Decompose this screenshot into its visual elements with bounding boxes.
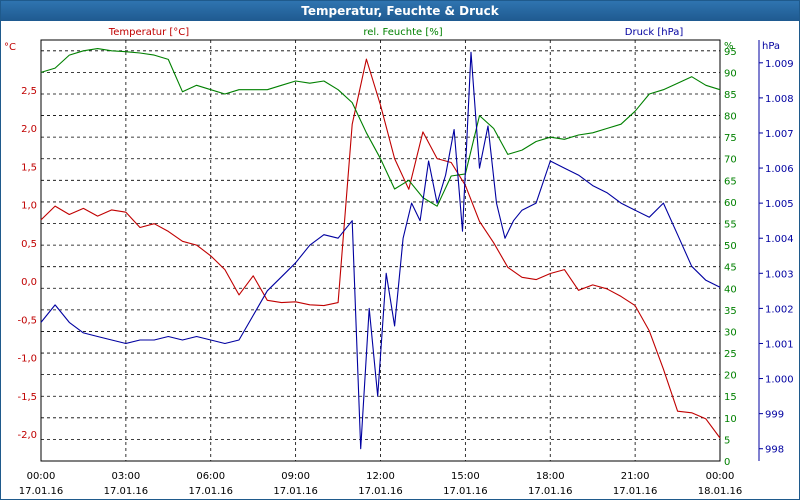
temperature-tick-label: -1,0 [17,354,37,365]
pressure-tick-label: 1.003 [765,269,794,280]
humidity-tick-label: 85 [724,90,737,101]
pressure-tick-label: 1.000 [765,375,794,386]
pressure-tick-label: 998 [765,445,784,456]
humidity-unit-label: % [724,41,734,52]
pressure-tick-label: 1.004 [765,234,794,245]
temperature-tick-label: 2,5 [21,86,37,97]
pressure-tick-label: 1.006 [765,164,794,175]
humidity-tick-label: 65 [724,176,737,187]
humidity-tick-label: 55 [724,220,737,231]
x-tick-time: 21:00 [621,471,650,482]
humidity-line [40,48,721,207]
x-tick-date: 17.01.16 [528,486,573,497]
pressure-axis-label: Druck [hPa] [625,27,684,38]
humidity-tick-label: 10 [724,414,737,425]
temperature-axis-label: Temperatur [°C] [108,27,189,38]
plot-area [40,39,721,462]
temperature-tick-label: 0,5 [21,239,37,250]
x-tick-time: 12:00 [366,471,395,482]
axis-labels: Temperatur [°C] rel. Feuchte [%] Druck [… [4,27,780,53]
series-lines [40,48,721,450]
grid-lines [41,40,720,461]
x-tick-date: 17.01.16 [443,486,488,497]
x-tick-date: 17.01.16 [613,486,658,497]
x-tick-time: 03:00 [111,471,140,482]
x-tick-date: 18.01.16 [698,486,743,497]
humidity-tick-label: 15 [724,392,737,403]
x-tick-time: 15:00 [451,471,480,482]
tick-labels: 9590858075706560555045403530252015105000… [17,47,793,497]
temperature-tick-label: 2,0 [21,124,37,135]
x-tick-time: 18:00 [536,471,565,482]
x-tick-date: 17.01.16 [188,486,233,497]
humidity-tick-label: 25 [724,349,737,360]
humidity-tick-label: 20 [724,371,737,382]
humidity-tick-label: 70 [724,155,737,166]
humidity-tick-label: 60 [724,198,737,209]
pressure-tick-label: 999 [765,410,784,421]
pressure-tick-label: 1.002 [765,304,794,315]
humidity-tick-label: 0 [724,457,730,468]
temperature-tick-label: 0,0 [21,277,37,288]
humidity-tick-label: 80 [724,112,737,123]
pressure-tick-label: 1.005 [765,199,794,210]
temperature-unit-label: °C [4,42,16,53]
pressure-tick-label: 1.001 [765,339,794,350]
humidity-tick-label: 5 [724,435,730,446]
x-tick-date: 17.01.16 [19,486,64,497]
pressure-line [40,51,721,450]
temperature-tick-label: -0,5 [17,315,37,326]
humidity-tick-label: 95 [724,47,737,58]
x-tick-time: 09:00 [281,471,310,482]
pressure-tick-label: 1.009 [765,59,794,70]
temperature-tick-label: -1,5 [17,392,37,403]
humidity-tick-label: 35 [724,306,737,317]
x-tick-time: 06:00 [196,471,225,482]
x-tick-date: 17.01.16 [273,486,318,497]
humidity-tick-label: 50 [724,241,737,252]
pressure-tick-label: 1.008 [765,94,794,105]
humidity-tick-label: 75 [724,133,737,144]
temperature-line [40,58,721,439]
temperature-tick-label: -2,0 [17,430,37,441]
x-tick-time: 00:00 [706,471,735,482]
x-tick-time: 00:00 [27,471,56,482]
pressure-unit-label: hPa [762,41,780,52]
temperature-tick-label: 1,5 [21,162,37,173]
x-tick-date: 17.01.16 [358,486,403,497]
humidity-tick-label: 40 [724,284,737,295]
pressure-tick-label: 1.007 [765,129,794,140]
chart-title: Temperatur, Feuchte & Druck [1,1,799,21]
x-tick-date: 17.01.16 [104,486,149,497]
humidity-tick-label: 90 [724,68,737,79]
humidity-axis-label: rel. Feuchte [%] [363,27,442,38]
humidity-tick-label: 45 [724,263,737,274]
humidity-tick-label: 30 [724,327,737,338]
temperature-tick-label: 1,0 [21,201,37,212]
